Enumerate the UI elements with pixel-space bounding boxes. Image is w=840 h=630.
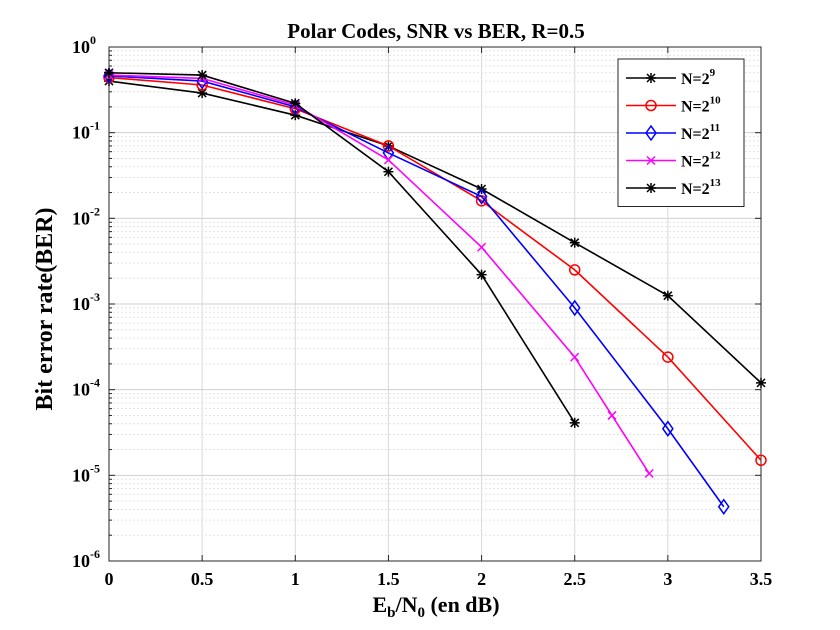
data-point	[383, 155, 393, 165]
x-label-mid: /N	[394, 592, 417, 617]
series-5	[104, 67, 580, 428]
data-point	[570, 352, 580, 362]
series-line	[108, 71, 576, 424]
y-tick-label: 10-4	[72, 376, 100, 400]
data-point	[290, 98, 301, 109]
data-point	[661, 420, 674, 438]
data-point	[756, 377, 766, 388]
legend-item: N=29	[626, 67, 716, 88]
data-point	[569, 237, 580, 248]
series-4	[104, 70, 654, 479]
legend-item: N=210	[626, 95, 721, 116]
legend-marker	[646, 183, 656, 193]
legend-marker	[645, 124, 657, 142]
data-point	[568, 299, 581, 317]
legend-item: N=212	[626, 150, 721, 171]
x-tick-label: 0	[105, 569, 114, 589]
data-point	[197, 70, 208, 81]
ticks: 0 0.5 1 1.5 2 2.5 3 3.5 100 10-1 10-2 10-3 10-4 10-5 1…	[72, 33, 772, 589]
data-point	[383, 166, 394, 177]
x-tick-label: 1	[291, 569, 300, 589]
legend-label: N=29	[681, 67, 716, 88]
y-tick-label: 10-2	[72, 204, 100, 228]
data-point	[644, 468, 654, 479]
data-point	[662, 290, 673, 301]
legend-marker	[646, 155, 656, 166]
legend-label: N=211	[681, 122, 720, 143]
data-point	[382, 140, 395, 152]
y-tick-label: 100	[72, 33, 96, 57]
data-point	[104, 67, 114, 78]
x-tick-label: 0.5	[191, 569, 214, 589]
y-axis-label: Bit error rate(BER)	[32, 207, 58, 410]
legend: N=29 N=210 N=211 N=212 N=213	[617, 58, 745, 207]
x-label-tail: (en dB)	[425, 592, 500, 617]
legend-label: N=212	[681, 150, 721, 171]
series-line	[108, 74, 650, 474]
data-point	[569, 417, 580, 428]
legend-label: N=213	[681, 177, 721, 198]
legend-marker	[645, 99, 657, 112]
x-tick-label: 1.5	[377, 569, 400, 589]
data-point	[662, 351, 674, 363]
chart-title: Polar Codes, SNR vs BER, R=0.5	[287, 19, 584, 43]
data-point	[476, 269, 487, 280]
series-layer	[103, 67, 767, 516]
series-line	[108, 76, 762, 461]
data-point	[568, 264, 581, 276]
y-tick-label: 10-1	[72, 119, 100, 143]
legend-label: N=210	[681, 95, 721, 116]
y-tick-label: 10-5	[72, 461, 100, 485]
x-tick-label: 2	[477, 569, 486, 589]
data-point	[755, 454, 767, 466]
legend-marker	[646, 73, 656, 83]
x-tick-label: 3	[663, 569, 672, 589]
x-tick-label: 2.5	[563, 569, 586, 589]
y-tick-label: 10-3	[72, 290, 100, 314]
data-point	[607, 410, 617, 420]
data-point	[475, 188, 488, 205]
series-line	[108, 80, 762, 384]
x-tick-label: 3.5	[750, 569, 773, 589]
y-tick-label: 10-6	[72, 547, 100, 571]
x-label-sub1: b	[387, 605, 395, 621]
data-point	[477, 242, 487, 252]
legend-item: N=213	[626, 177, 721, 198]
data-point	[717, 498, 730, 516]
x-label-base: E	[372, 592, 387, 617]
series-line	[108, 75, 725, 508]
grid	[108, 46, 762, 562]
x-label-sub2: 0	[417, 605, 425, 621]
legend-item: N=211	[626, 122, 720, 143]
x-axis-label: Eb/N0 (en dB)	[372, 592, 499, 621]
